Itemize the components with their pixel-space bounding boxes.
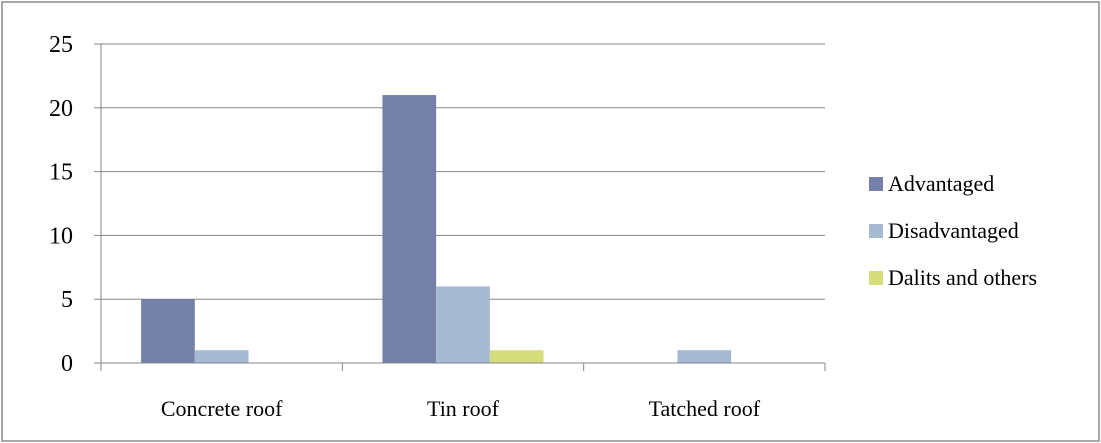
legend-label: Disadvantaged [888,218,1019,243]
y-tick-labels: 0 5 10 15 20 25 [49,32,73,377]
x-category-labels: Concrete roof Tin roof Tatched roof [161,396,761,421]
bar-disadvantaged-concrete-roof [194,350,249,363]
legend-label: Dalits and others [888,265,1037,290]
bar-disadvantaged-tin-roof [436,286,490,363]
bar-dalits-and-others-tin-roof [489,350,544,363]
gridlines [101,43,825,300]
y-tick-label: 20 [49,96,73,122]
axes [94,43,826,371]
legend-label: Advantaged [888,171,994,196]
x-category-label: Concrete roof [161,396,283,421]
bar-advantaged-tin-roof [382,95,437,363]
bar-advantaged-concrete-roof [141,299,195,363]
y-tick-label: 10 [49,223,73,249]
legend-swatch [869,271,883,285]
x-category-label: Tatched roof [649,396,761,421]
y-tick-label: 15 [49,160,73,186]
y-tick-label: 0 [61,351,73,377]
legend: Advantaged Disadvantaged Dalits and others [869,171,1037,290]
x-category-label: Tin roof [427,396,500,421]
y-tick-label: 5 [61,287,73,313]
y-tick-label: 25 [49,32,73,58]
legend-swatch [869,224,883,238]
bar-disadvantaged-tatched-roof [677,350,732,363]
bars [141,95,732,363]
legend-swatch [869,177,883,191]
